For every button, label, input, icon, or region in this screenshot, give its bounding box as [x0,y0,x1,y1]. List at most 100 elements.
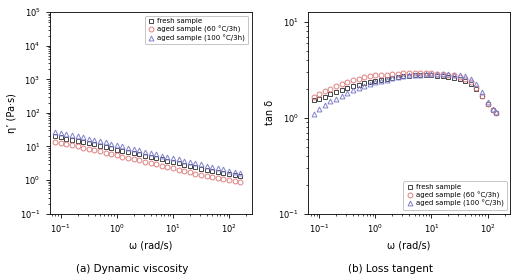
aged sample (100 °C/3h) [417,73,423,76]
aged sample (100 °C/3h) [181,159,187,162]
aged sample (100 °C/3h) [434,72,440,75]
aged sample (100 °C/3h) [63,132,69,136]
aged sample (60 °C/3h) [490,108,496,112]
Line: aged sample (60 °C/3h): aged sample (60 °C/3h) [311,70,498,115]
aged sample (60 °C/3h) [372,74,378,77]
fresh sample [215,170,221,174]
aged sample (60 °C/3h) [181,169,187,173]
fresh sample [384,78,390,81]
Line: aged sample (100 °C/3h): aged sample (100 °C/3h) [311,71,498,116]
aged sample (100 °C/3h) [406,74,412,77]
aged sample (60 °C/3h) [434,72,440,75]
fresh sample [80,141,86,144]
aged sample (60 °C/3h) [209,175,216,179]
aged sample (60 °C/3h) [97,150,103,153]
fresh sample [322,95,328,98]
aged sample (60 °C/3h) [439,72,446,75]
aged sample (60 °C/3h) [311,95,317,98]
Line: fresh sample: fresh sample [311,73,498,115]
aged sample (100 °C/3h) [232,170,238,174]
Line: fresh sample: fresh sample [53,134,243,178]
aged sample (60 °C/3h) [131,157,137,161]
aged sample (100 °C/3h) [192,162,199,165]
aged sample (100 °C/3h) [355,86,361,90]
aged sample (100 °C/3h) [333,97,339,100]
aged sample (100 °C/3h) [423,72,429,75]
aged sample (60 °C/3h) [80,146,86,149]
fresh sample [237,174,244,178]
aged sample (60 °C/3h) [316,92,323,95]
aged sample (60 °C/3h) [389,72,396,75]
aged sample (60 °C/3h) [187,171,193,174]
fresh sample [114,148,120,151]
fresh sample [86,141,92,145]
aged sample (100 °C/3h) [493,110,499,114]
fresh sample [153,157,159,160]
aged sample (60 °C/3h) [204,174,210,178]
aged sample (100 °C/3h) [58,131,64,134]
aged sample (100 °C/3h) [114,143,120,147]
aged sample (100 °C/3h) [159,154,165,157]
aged sample (60 °C/3h) [355,78,361,81]
aged sample (100 °C/3h) [473,82,479,86]
aged sample (100 °C/3h) [215,166,221,170]
fresh sample [175,162,181,165]
fresh sample [97,144,103,148]
fresh sample [339,88,345,92]
fresh sample [493,111,499,115]
fresh sample [52,135,58,138]
aged sample (100 °C/3h) [86,137,92,141]
aged sample (60 °C/3h) [69,143,75,147]
aged sample (100 °C/3h) [490,108,496,111]
aged sample (100 °C/3h) [484,101,491,104]
fresh sample [159,158,165,161]
aged sample (100 °C/3h) [311,112,317,116]
aged sample (60 °C/3h) [457,76,463,79]
aged sample (60 °C/3h) [58,141,64,145]
aged sample (100 °C/3h) [204,164,210,167]
aged sample (60 °C/3h) [220,178,226,181]
aged sample (100 °C/3h) [147,151,154,155]
aged sample (60 °C/3h) [86,147,92,151]
fresh sample [451,77,457,80]
aged sample (60 °C/3h) [198,173,204,177]
aged sample (60 °C/3h) [153,163,159,166]
fresh sample [209,169,216,173]
Text: (a) Dynamic viscosity: (a) Dynamic viscosity [75,264,188,274]
fresh sample [311,99,317,102]
fresh sample [445,76,451,79]
fresh sample [344,86,351,90]
fresh sample [394,76,401,79]
aged sample (100 °C/3h) [220,168,226,171]
fresh sample [220,172,226,175]
aged sample (60 °C/3h) [74,144,81,148]
Y-axis label: tan δ: tan δ [265,100,276,125]
aged sample (60 °C/3h) [339,82,345,86]
aged sample (60 °C/3h) [322,89,328,92]
Legend: fresh sample, aged sample (60 °C/3h), aged sample (100 °C/3h): fresh sample, aged sample (60 °C/3h), ag… [145,16,248,45]
aged sample (60 °C/3h) [412,71,418,74]
fresh sample [102,145,109,148]
aged sample (60 °C/3h) [333,84,339,88]
aged sample (100 °C/3h) [451,73,457,76]
aged sample (100 °C/3h) [164,155,171,158]
fresh sample [119,149,126,153]
aged sample (60 °C/3h) [232,179,238,183]
aged sample (100 °C/3h) [187,160,193,164]
fresh sample [187,164,193,168]
aged sample (100 °C/3h) [445,72,451,75]
aged sample (60 °C/3h) [429,71,435,74]
aged sample (60 °C/3h) [52,141,58,144]
aged sample (100 °C/3h) [198,163,204,166]
aged sample (60 °C/3h) [136,158,142,162]
fresh sample [372,80,378,83]
aged sample (100 °C/3h) [389,77,396,80]
aged sample (100 °C/3h) [226,169,232,172]
fresh sample [434,75,440,78]
fresh sample [389,77,396,80]
aged sample (60 °C/3h) [192,172,199,175]
fresh sample [333,90,339,94]
aged sample (60 °C/3h) [119,155,126,158]
fresh sample [457,78,463,81]
fresh sample [479,94,485,97]
